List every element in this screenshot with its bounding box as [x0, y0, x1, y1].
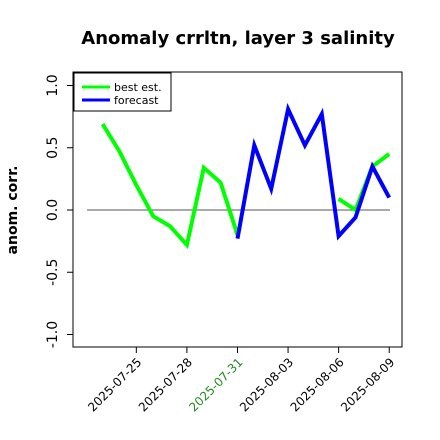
y-tick-label: 0.0 — [45, 199, 61, 221]
legend: best est. forecast — [73, 72, 172, 112]
x-tick-label: 2025-08-09 — [338, 355, 397, 414]
y-tick-label: 0.5 — [45, 137, 61, 159]
y-tick-label: -1.0 — [45, 321, 61, 348]
y-tick-label: 1.0 — [45, 74, 61, 96]
legend-label-best-est: best est. — [114, 81, 162, 94]
series-line-best-est — [100, 123, 240, 250]
legend-box — [73, 72, 172, 112]
legend-label-forecast: forecast — [114, 94, 159, 107]
chart-title: Anomaly crrltn, layer 3 salinity — [81, 28, 395, 49]
series-line-forecast — [235, 102, 391, 241]
y-tick-label: -0.5 — [45, 259, 61, 286]
y-axis-label: anom. corr. — [5, 166, 21, 255]
